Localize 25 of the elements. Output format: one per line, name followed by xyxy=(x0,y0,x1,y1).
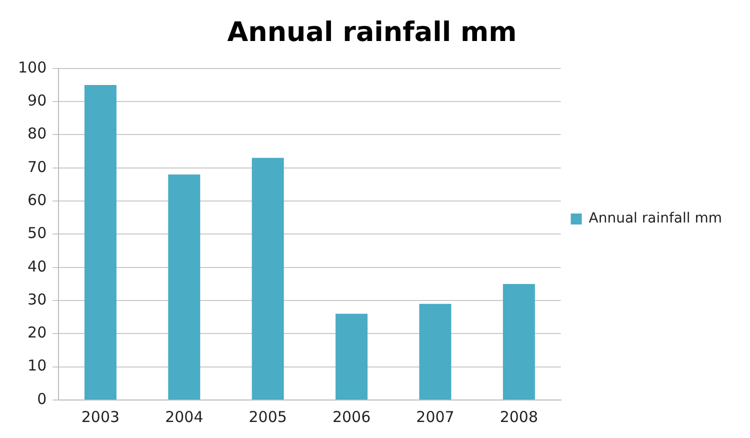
legend-label: Annual rainfall mm xyxy=(588,210,722,227)
bar xyxy=(419,304,452,400)
y-tick-label: 30 xyxy=(28,290,47,308)
chart-title: Annual rainfall mm xyxy=(227,17,517,48)
y-tick-label: 10 xyxy=(28,356,47,375)
bar xyxy=(502,284,535,400)
y-tick-label: 60 xyxy=(28,190,47,209)
y-tick-label: 70 xyxy=(28,158,47,176)
x-tick-label: 2005 xyxy=(248,408,287,426)
x-tick-label: 2008 xyxy=(500,408,538,426)
x-tick-label: 2006 xyxy=(332,408,371,426)
y-tick-label: 20 xyxy=(28,324,47,342)
bar xyxy=(336,314,368,400)
bar xyxy=(252,158,284,400)
x-tick-label: 2004 xyxy=(165,408,204,426)
bar xyxy=(168,174,200,400)
x-tick-label: 2003 xyxy=(81,408,120,426)
y-tick-label: 80 xyxy=(28,124,47,143)
y-tick-label: 90 xyxy=(28,91,47,110)
bar xyxy=(84,84,116,400)
y-tick-label: 0 xyxy=(37,390,47,408)
x-tick-label: 2007 xyxy=(416,408,454,426)
y-tick-label: 40 xyxy=(28,257,47,276)
y-tick-label: 50 xyxy=(28,224,47,242)
y-tick-label: 100 xyxy=(18,58,47,76)
